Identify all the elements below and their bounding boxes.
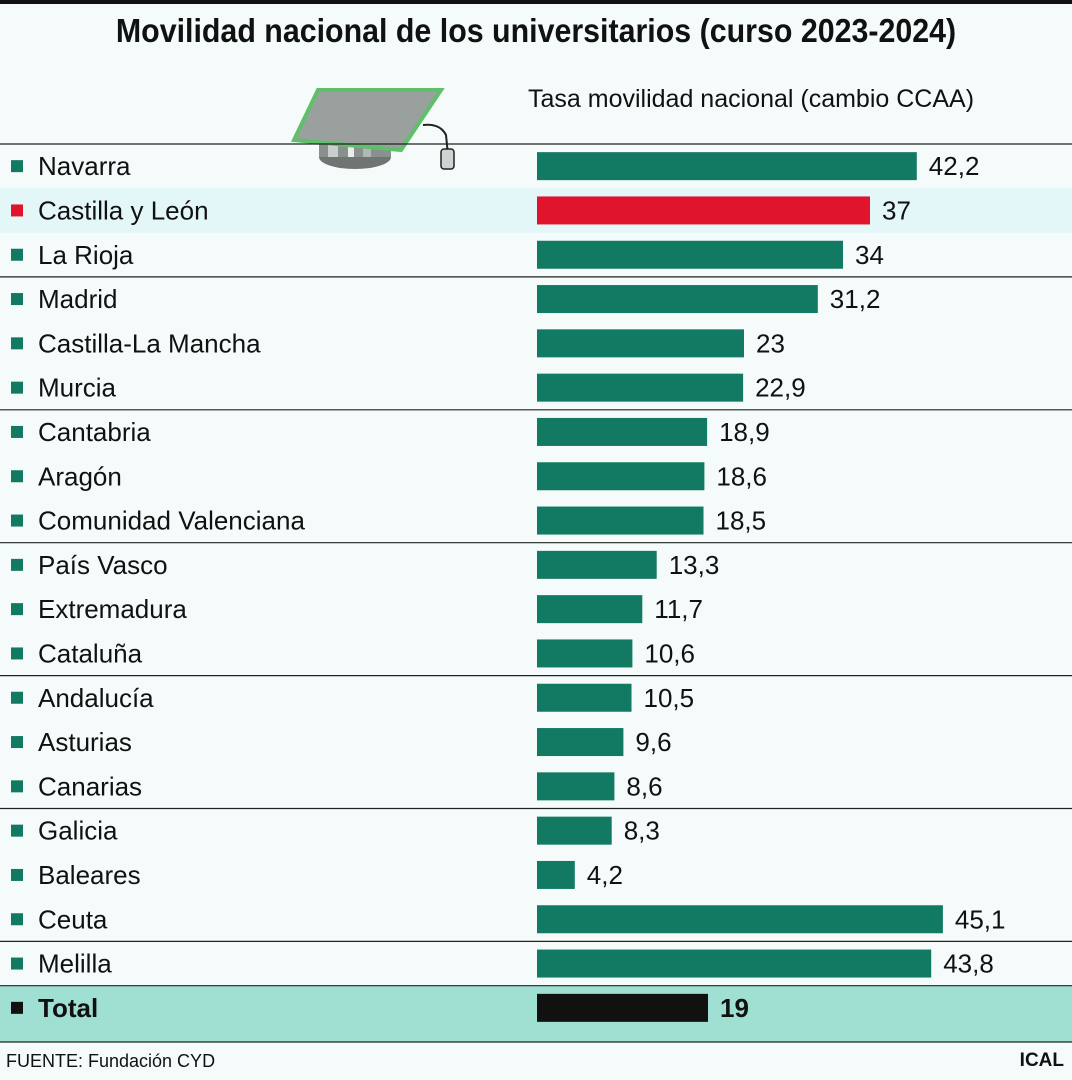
category-marker: [11, 603, 23, 616]
category-label: Asturias: [38, 727, 132, 757]
value-label: 23: [756, 328, 785, 358]
category-label: Castilla y León: [38, 195, 209, 225]
value-label: 18,5: [716, 506, 767, 536]
value-label: 22,9: [755, 373, 806, 403]
category-marker: [11, 558, 23, 571]
category-marker: [11, 381, 23, 394]
total-row-bg: [0, 985, 1072, 1042]
bar: [537, 196, 870, 225]
brand-label: ICAL: [1019, 1050, 1064, 1071]
bar: [537, 728, 624, 757]
category-marker: [11, 736, 23, 749]
value-label: 8,3: [624, 816, 660, 846]
category-marker: [11, 514, 23, 527]
bar: [537, 639, 633, 668]
category-label: Andalucía: [38, 683, 154, 713]
category-label: Murcia: [38, 373, 117, 403]
value-label: 10,5: [644, 683, 695, 713]
category-marker: [11, 160, 23, 173]
bar: [537, 550, 657, 579]
value-label: 18,6: [716, 461, 767, 491]
category-marker: [11, 204, 23, 217]
bar: [537, 772, 615, 801]
bar: [537, 860, 575, 889]
bar: [537, 506, 704, 535]
value-axis-label: Tasa movilidad nacional (cambio CCAA): [528, 85, 975, 113]
category-marker: [11, 1001, 23, 1014]
category-label: Baleares: [38, 860, 141, 890]
value-label: 13,3: [669, 550, 720, 580]
bar: [537, 949, 932, 978]
category-label: Cantabria: [38, 417, 151, 447]
category-marker: [11, 957, 23, 970]
value-label: 43,8: [943, 949, 994, 979]
bar: [537, 373, 744, 402]
value-label: 45,1: [955, 904, 1006, 934]
category-marker: [11, 425, 23, 438]
value-label: 31,2: [830, 284, 881, 314]
source-note: FUENTE: Fundación CYD: [6, 1051, 216, 1071]
category-marker: [11, 913, 23, 926]
category-label: Madrid: [38, 284, 117, 314]
chart-title: Movilidad nacional de los universitarios…: [115, 12, 957, 49]
bar: [537, 240, 843, 269]
category-label: Comunidad Valenciana: [38, 506, 305, 536]
bar: [537, 816, 612, 845]
value-label: 4,2: [587, 860, 623, 890]
category-marker: [11, 293, 23, 306]
category-label: Navarra: [38, 151, 131, 181]
category-label: Total: [38, 993, 98, 1023]
category-marker: [11, 337, 23, 350]
value-label: 8,6: [626, 771, 662, 801]
value-label: 19: [720, 993, 749, 1023]
category-label: Ceuta: [38, 904, 108, 934]
top-rule: [0, 0, 1072, 4]
bar: [537, 993, 708, 1022]
value-label: 34: [855, 240, 884, 270]
bar: [537, 285, 818, 314]
category-marker: [11, 780, 23, 793]
category-marker: [11, 647, 23, 660]
bar: [537, 905, 943, 934]
value-label: 9,6: [635, 727, 671, 757]
category-label: La Rioja: [38, 240, 134, 270]
value-label: 18,9: [719, 417, 770, 447]
value-label: 42,2: [929, 151, 980, 181]
category-label: Galicia: [38, 816, 118, 846]
bar: [537, 417, 708, 446]
value-label: 11,7: [654, 594, 703, 624]
category-marker: [11, 470, 23, 483]
category-label: Canarias: [38, 771, 142, 801]
category-label: Castilla-La Mancha: [38, 328, 261, 358]
category-label: Cataluña: [38, 638, 143, 668]
category-marker: [11, 868, 23, 881]
highlight-row-bg: [0, 188, 1072, 233]
bar: [537, 462, 705, 491]
category-marker: [11, 691, 23, 704]
category-label: Extremadura: [38, 594, 187, 624]
category-label: Aragón: [38, 461, 122, 491]
value-label: 10,6: [644, 638, 695, 668]
category-label: País Vasco: [38, 550, 168, 580]
graduation-cap-icon: [290, 88, 455, 170]
value-label: 37: [882, 195, 911, 225]
bar: [537, 595, 643, 624]
category-marker: [11, 824, 23, 837]
bar: [537, 683, 632, 712]
bar: [537, 329, 744, 358]
category-label: Melilla: [38, 949, 112, 979]
bar: [537, 152, 917, 181]
category-marker: [11, 248, 23, 261]
